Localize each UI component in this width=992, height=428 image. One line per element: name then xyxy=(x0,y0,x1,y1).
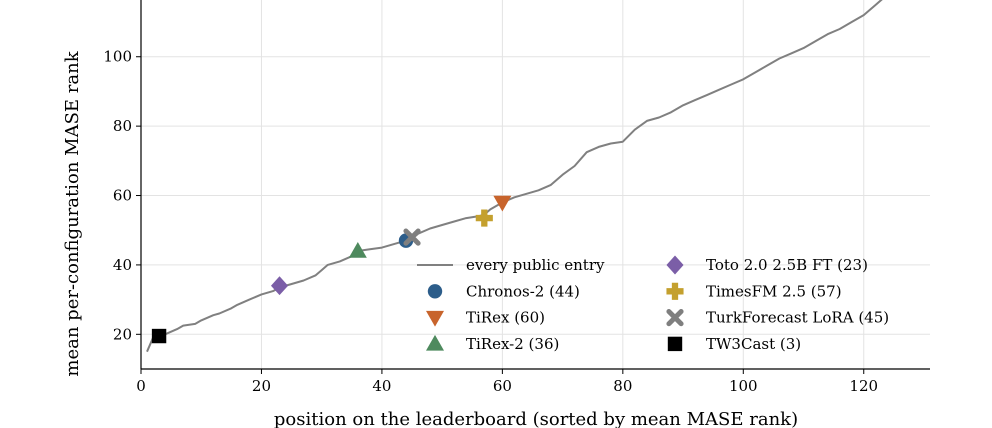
legend-marker-swatch xyxy=(666,282,684,300)
x-tick-label: 60 xyxy=(493,377,512,395)
data-point-5 xyxy=(403,228,421,246)
legend-item: TiRex-2 (36) xyxy=(426,334,559,353)
legend-marker-swatch xyxy=(667,336,683,352)
legend-item: Chronos-2 (44) xyxy=(427,282,580,300)
x-tick-label: 40 xyxy=(372,377,391,395)
data-point-3 xyxy=(270,276,289,296)
legend-marker-swatch xyxy=(427,284,443,299)
legend-label: every public entry xyxy=(466,256,605,274)
y-tick-label: 40 xyxy=(113,256,132,274)
axes xyxy=(140,0,930,370)
y-tick-label: 80 xyxy=(113,117,132,135)
legend-marker-swatch xyxy=(666,309,684,327)
y-axis-label: mean per-configuration MASE rank xyxy=(62,50,83,376)
x-tick-label: 100 xyxy=(729,377,758,395)
legend-item: TiRex (60) xyxy=(426,309,545,327)
legend-marker-swatch xyxy=(426,334,444,351)
grid xyxy=(140,0,930,369)
legend-item: TimesFM 2.5 (57) xyxy=(666,282,842,300)
legend-label: TimesFM 2.5 (57) xyxy=(706,282,842,300)
x-tick-label: 80 xyxy=(613,377,632,395)
legend-item: TurkForecast LoRA (45) xyxy=(666,309,889,327)
y-tick-label: 20 xyxy=(113,325,132,343)
ticks: 0 20 40 60 80 100 120 20 40 60 80 100 xyxy=(103,48,878,395)
x-axis-label: position on the leaderboard (sorted by m… xyxy=(274,409,798,428)
data-point-1 xyxy=(493,195,512,212)
y-tick-label: 60 xyxy=(113,187,132,205)
legend-label: TW3Cast (3) xyxy=(706,335,801,353)
legend: every public entry Chronos-2 (44) TiRex (6… xyxy=(417,255,889,353)
legend-marker-swatch xyxy=(666,255,684,275)
markers xyxy=(151,195,512,344)
data-point-6 xyxy=(151,328,167,344)
series-line-every-public-entry xyxy=(146,0,883,353)
legend-item: TW3Cast (3) xyxy=(667,335,801,353)
y-tick-label: 100 xyxy=(103,48,132,66)
series-line xyxy=(146,0,883,353)
legend-label: TurkForecast LoRA (45) xyxy=(706,309,889,327)
legend-item: every public entry xyxy=(417,256,605,274)
legend-label: TiRex-2 (36) xyxy=(466,335,559,353)
legend-label: TiRex (60) xyxy=(466,309,545,327)
data-point-4 xyxy=(475,209,493,227)
x-tick-label: 0 xyxy=(136,377,146,395)
legend-marker-swatch xyxy=(426,310,444,327)
x-tick-label: 120 xyxy=(849,377,878,395)
legend-label: Toto 2.0 2.5B FT (23) xyxy=(706,256,868,274)
legend-item: Toto 2.0 2.5B FT (23) xyxy=(666,255,868,275)
data-point-2 xyxy=(348,242,367,258)
x-tick-label: 20 xyxy=(252,377,271,395)
legend-label: Chronos-2 (44) xyxy=(466,282,580,300)
